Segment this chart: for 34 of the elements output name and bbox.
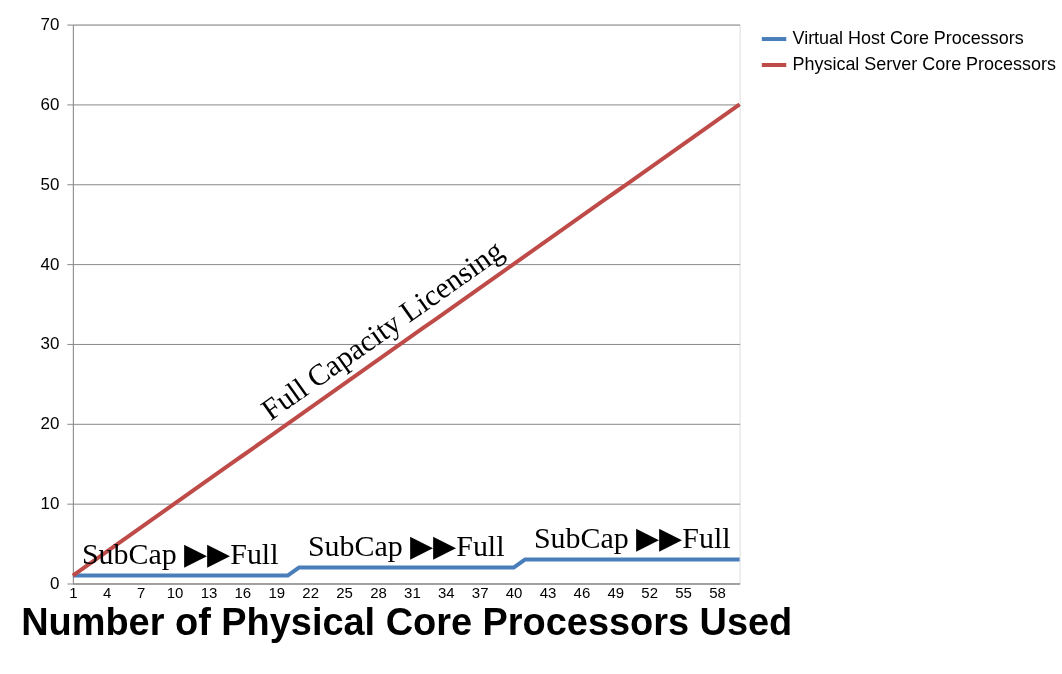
x-tick-label: 40 (505, 583, 523, 601)
line-series (70, 102, 742, 578)
legend-label: Virtual Host Core Processors (792, 28, 1024, 49)
x-tick-label: 22 (302, 583, 320, 601)
x-tick-label: 37 (471, 583, 489, 601)
y-tick-label: 40 (40, 254, 60, 274)
y-tick-label: 60 (40, 94, 60, 114)
y-tick-label: 20 (40, 414, 60, 434)
x-tick-label: 43 (539, 583, 557, 601)
x-tick-label: 10 (166, 583, 184, 601)
x-tick-label: 52 (641, 583, 659, 601)
x-tick-label: 49 (607, 583, 625, 601)
x-tick-label: 16 (234, 583, 252, 601)
x-tick-label: 34 (437, 583, 455, 601)
x-tick-label: 46 (573, 583, 591, 601)
x-tick-label: 28 (370, 583, 387, 601)
x-tick-label: 31 (404, 583, 421, 601)
x-tick-label: 25 (336, 583, 353, 601)
y-tick-label: 10 (40, 494, 60, 514)
x-tick-label: 55 (675, 583, 692, 601)
annotation: SubCap ▶▶Full (307, 528, 505, 562)
x-tick-label: 19 (268, 583, 286, 601)
y-tick-label: 0 (49, 574, 60, 593)
y-tick-label: 70 (40, 15, 60, 35)
x-tick-label: 1 (69, 583, 78, 601)
y-tick-label: 30 (40, 334, 60, 354)
x-tick-label: 4 (103, 583, 112, 601)
y-tick-label: 50 (40, 174, 60, 194)
x-tick-label: 58 (709, 583, 726, 601)
x-tick-label: 7 (137, 583, 146, 601)
x-axis-title: Number of Physical Core Processors Used (21, 600, 793, 643)
annotation: SubCap ▶▶Full (533, 520, 731, 554)
legend-label: Physical Server Core Processors (792, 53, 1056, 74)
x-tick-label: 13 (200, 583, 218, 601)
